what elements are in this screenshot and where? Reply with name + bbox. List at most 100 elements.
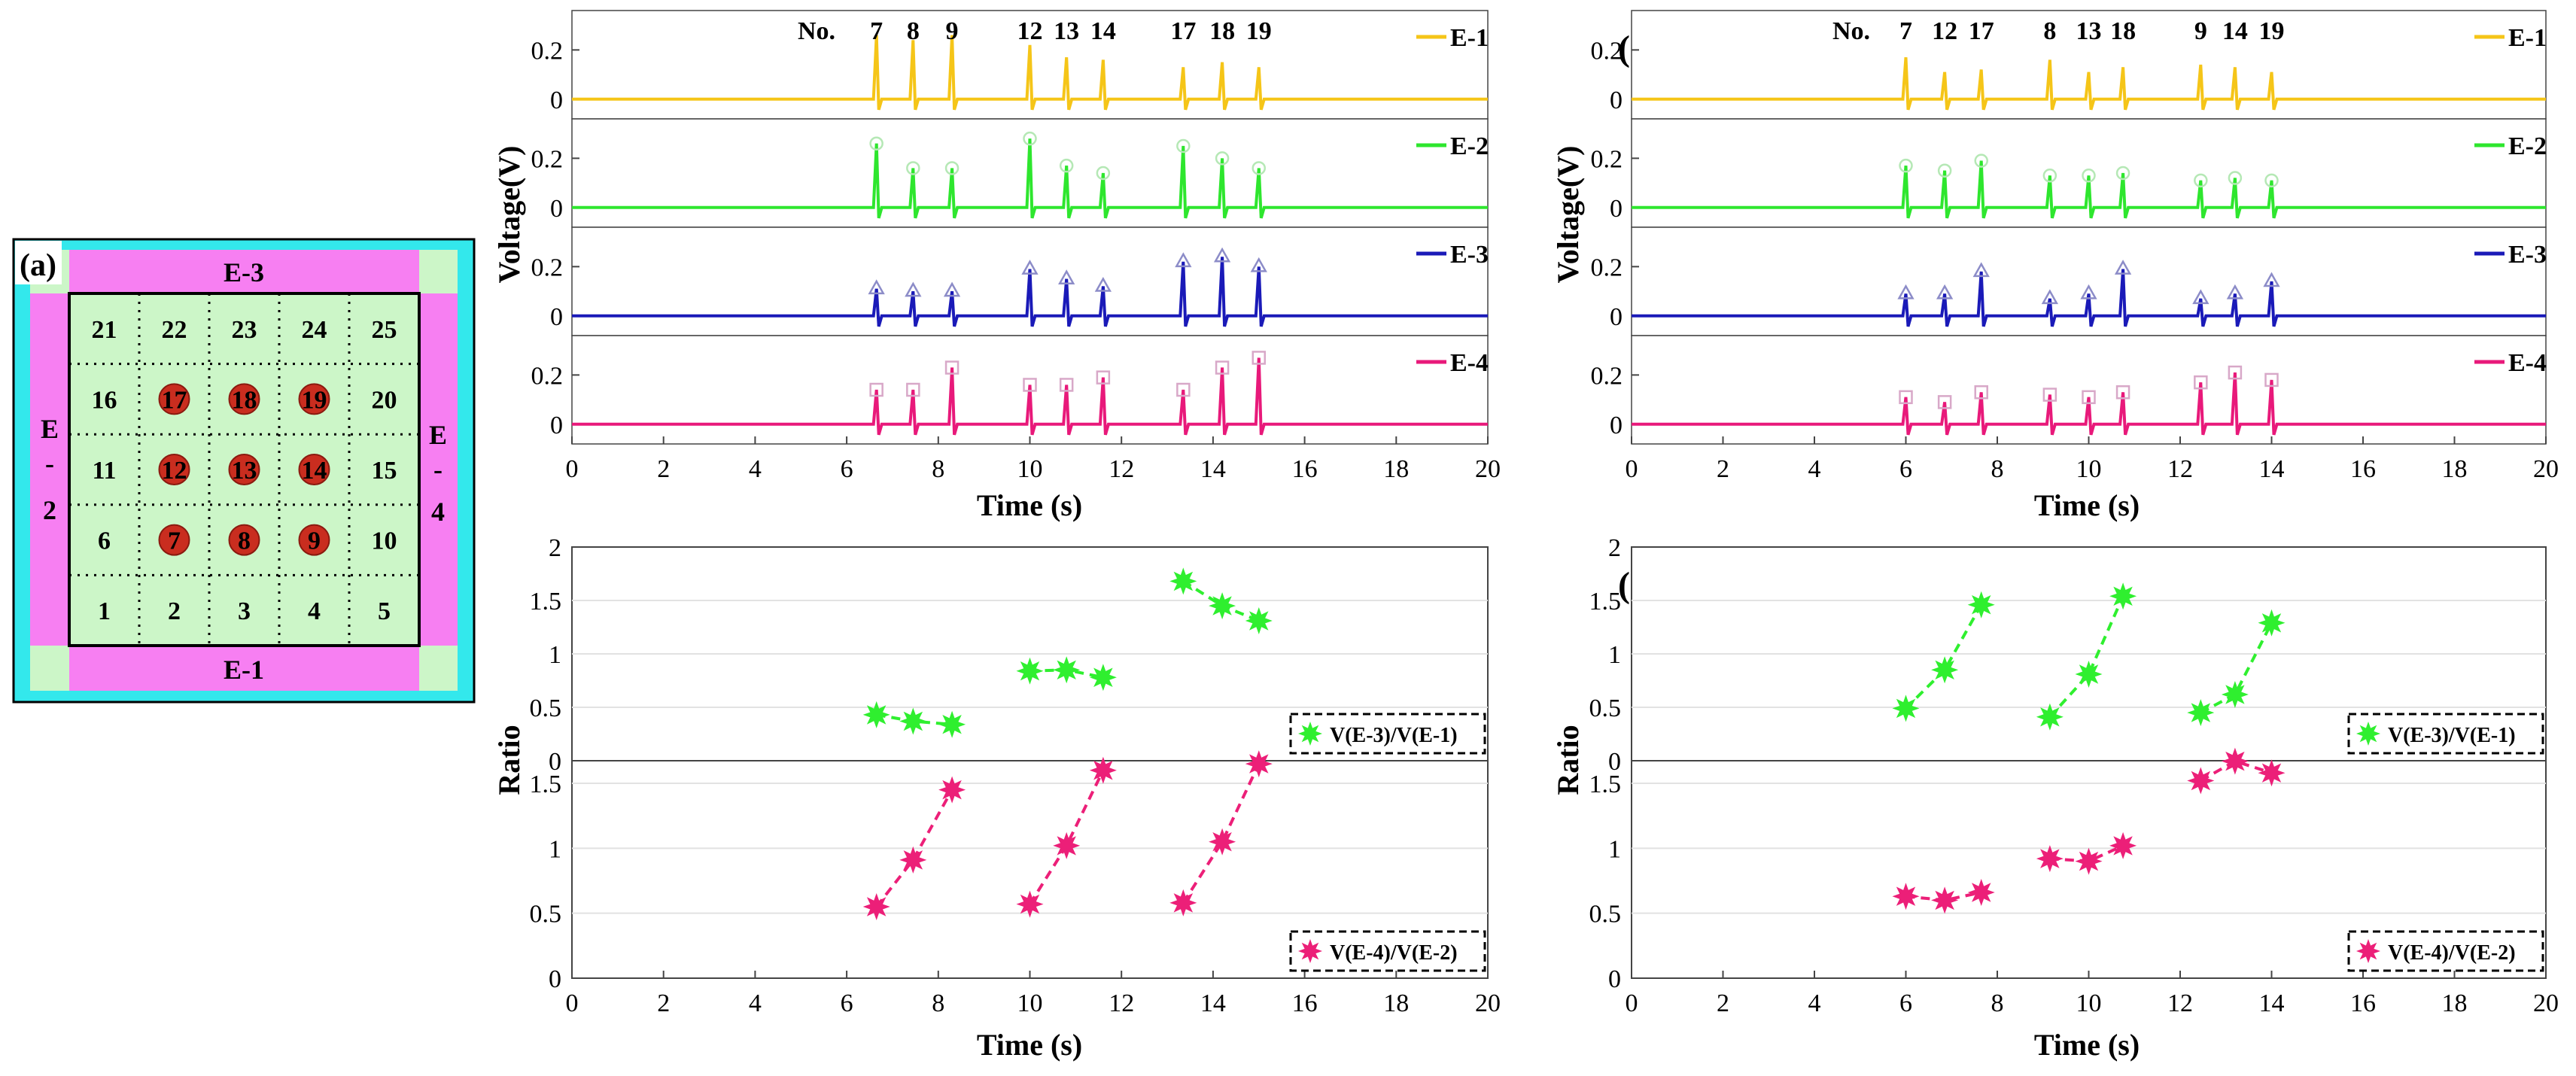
x-tick-label: 4 xyxy=(749,989,762,1017)
peak-marker xyxy=(944,360,960,375)
peak-number-label: 17 xyxy=(1170,17,1196,45)
y-tick-label: 1.5 xyxy=(530,588,562,616)
x-tick-label: 20 xyxy=(2533,989,2559,1017)
ratio-point xyxy=(2075,847,2103,875)
x-tick-label: 10 xyxy=(1017,455,1043,483)
cell-label: 15 xyxy=(372,457,397,485)
y-axis-label: Voltage(V) xyxy=(1551,146,1585,284)
y-tick-label: 0.2 xyxy=(531,37,564,65)
cell-label: 12 xyxy=(162,457,187,485)
peak-marker xyxy=(2114,260,2132,275)
x-tick-label: 12 xyxy=(2167,455,2193,483)
peak-marker xyxy=(1023,378,1037,392)
x-tick-label: 18 xyxy=(1383,455,1409,483)
x-tick-label: 6 xyxy=(1899,455,1912,483)
peak-number-label: 12 xyxy=(1017,17,1043,45)
y-tick-label: 0.5 xyxy=(530,901,562,929)
cell-label: 17 xyxy=(162,386,187,414)
legend-box xyxy=(2347,930,2544,972)
peak-marker xyxy=(1937,163,1952,178)
peak-marker xyxy=(1250,257,1267,272)
touch-point-marker xyxy=(298,454,330,485)
voltage-trace-E-2 xyxy=(572,138,1488,219)
peak-marker xyxy=(2263,272,2280,287)
y-tick-label: 0 xyxy=(1610,87,1623,114)
ratio-point xyxy=(1931,886,1959,914)
ratio-trend-line xyxy=(2048,595,2124,719)
legend-label: E-1 xyxy=(1450,24,1489,52)
x-tick-label: 20 xyxy=(2533,455,2559,483)
x-tick-label: 0 xyxy=(1626,989,1638,1017)
x-tick-label: 20 xyxy=(1475,455,1501,483)
legend-marker xyxy=(1298,939,1322,963)
legend-label: E-2 xyxy=(2508,132,2547,160)
corner-pad xyxy=(419,646,458,691)
peak-marker xyxy=(1899,158,1913,173)
panel-label-box xyxy=(15,241,62,284)
peak-marker xyxy=(1213,247,1231,263)
x-axis-label: Time (s) xyxy=(2034,488,2140,522)
y-tick-label: 0.5 xyxy=(1589,901,1622,929)
x-tick-label: 14 xyxy=(2259,455,2285,483)
y-tick-label: 1 xyxy=(549,835,561,863)
peak-marker xyxy=(2115,385,2130,400)
subplot-frame xyxy=(1631,226,2547,336)
peak-marker xyxy=(2041,289,2058,305)
legend-box xyxy=(1289,713,1486,755)
x-tick-label: 8 xyxy=(932,455,944,483)
ratio-point xyxy=(862,701,890,728)
cell-label: 10 xyxy=(372,527,397,555)
cell-label: 18 xyxy=(232,386,257,414)
legend-label: V(E-3)/V(E-1) xyxy=(1330,724,1458,747)
x-tick-label: 18 xyxy=(2442,455,2468,483)
touch-point-marker xyxy=(298,383,330,415)
y-tick-label: 1 xyxy=(549,641,561,669)
y-tick-label: 0 xyxy=(1610,412,1623,439)
panel-label: (a) xyxy=(20,248,56,283)
x-tick-label: 4 xyxy=(1808,989,1821,1017)
x-tick-label: 20 xyxy=(1475,989,1501,1017)
ratio-point xyxy=(1967,879,1995,906)
touch-point-marker xyxy=(158,383,190,415)
x-tick-label: 10 xyxy=(2076,455,2102,483)
peak-number-label: 9 xyxy=(2194,17,2207,45)
peak-number-label: 13 xyxy=(1054,17,1079,45)
peak-marker xyxy=(1023,131,1037,146)
peak-marker xyxy=(2194,375,2208,390)
cell-label: 19 xyxy=(302,386,327,414)
peak-marker xyxy=(2228,171,2243,185)
ratio-point xyxy=(938,776,966,804)
y-tick-label: 0 xyxy=(550,87,563,114)
peak-marker xyxy=(1252,161,1266,175)
peak-marker xyxy=(1972,262,1990,278)
ratio-point xyxy=(1053,831,1081,859)
ratio-point xyxy=(2036,703,2064,731)
plot-frame xyxy=(1631,546,2547,979)
legend-marker xyxy=(2356,939,2380,963)
ratio-point xyxy=(1169,889,1197,916)
ratio-trend-line xyxy=(875,789,953,908)
annotation-prefix: No. xyxy=(798,17,835,45)
peak-marker xyxy=(905,281,922,297)
electrode-e4-band xyxy=(419,293,458,646)
peak-number-label: 19 xyxy=(1246,17,1272,45)
ratio-point xyxy=(2187,699,2215,727)
cell-label: 7 xyxy=(168,527,181,555)
peak-marker xyxy=(1021,260,1039,275)
x-tick-label: 2 xyxy=(657,989,670,1017)
panel-c-ratio-plot: (c) Ratio Time (s) 00.511.5200.511.50246… xyxy=(492,534,1501,1062)
legend-label: E-3 xyxy=(2508,241,2547,269)
ratio-point xyxy=(1089,756,1117,784)
legend-label: V(E-4)/V(E-2) xyxy=(2388,941,2516,965)
electrode-label-left: E xyxy=(41,414,59,444)
peak-marker xyxy=(1059,158,1074,173)
peak-number-label: 7 xyxy=(1899,17,1912,45)
peak-marker xyxy=(1974,153,1988,168)
cell-label: 5 xyxy=(378,597,391,625)
y-tick-label: 0.2 xyxy=(1591,362,1623,390)
cell-label: 23 xyxy=(232,316,257,344)
peak-marker xyxy=(2082,169,2096,183)
ratio-point xyxy=(2221,747,2249,775)
